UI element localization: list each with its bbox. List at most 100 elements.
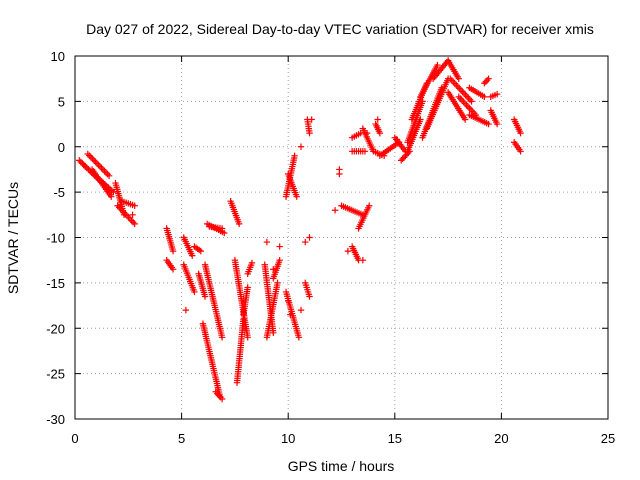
data-point-s2-8 bbox=[96, 163, 104, 170]
data-point-s27-19 bbox=[291, 152, 298, 160]
data-points bbox=[76, 57, 524, 403]
data-point-s50-13 bbox=[466, 96, 474, 103]
data-point-s16-6 bbox=[218, 225, 226, 232]
x-axis-label: GPS time / hours bbox=[288, 458, 395, 474]
data-point-s26-21 bbox=[295, 334, 303, 341]
data-point-s55-0 bbox=[481, 80, 488, 87]
data-point-s59-5 bbox=[517, 148, 524, 155]
data-point-i16 bbox=[270, 266, 277, 273]
data-point-s53-10 bbox=[485, 120, 492, 128]
axis-ticks bbox=[74, 55, 609, 420]
data-point-s50-14 bbox=[468, 98, 475, 105]
data-point-i0 bbox=[129, 211, 136, 219]
y-tick-label-2: 0 bbox=[58, 140, 65, 155]
data-point-i10 bbox=[336, 166, 343, 173]
data-point-s2-0 bbox=[84, 150, 91, 158]
data-point-s50-8 bbox=[459, 88, 466, 95]
y-tick-label-0: 10 bbox=[51, 49, 65, 64]
data-point-s35-6 bbox=[361, 148, 369, 155]
data-point-i5 bbox=[302, 238, 309, 246]
y-axis-label: SDTVAR / TECUs bbox=[5, 182, 21, 294]
data-point-s25-9 bbox=[276, 256, 283, 264]
data-point-s41-2 bbox=[400, 154, 408, 161]
data-point-s45-16 bbox=[434, 61, 441, 69]
data-point-s17-4 bbox=[218, 395, 226, 403]
chart-title: Day 027 of 2022, Sidereal Day-to-day VTE… bbox=[86, 21, 594, 37]
data-point-s50-6 bbox=[456, 85, 463, 92]
data-point-s0-2 bbox=[79, 160, 86, 167]
data-point-s14-34 bbox=[218, 334, 226, 341]
y-tick-label-5: -15 bbox=[46, 276, 65, 291]
data-point-s58-7 bbox=[517, 129, 524, 137]
data-point-s50-12 bbox=[465, 94, 472, 102]
data-point-s8-5 bbox=[169, 266, 177, 273]
data-point-s55-2 bbox=[483, 77, 491, 84]
data-point-s51-15 bbox=[461, 116, 469, 123]
data-point-s2-14 bbox=[105, 172, 113, 179]
data-point-i4 bbox=[297, 306, 305, 314]
data-point-s12-11 bbox=[201, 293, 209, 300]
y-tick-label-1: 5 bbox=[58, 94, 65, 109]
data-point-s2-10 bbox=[99, 166, 107, 173]
x-tick-label-0: 0 bbox=[71, 431, 78, 446]
data-point-s2-9 bbox=[98, 164, 105, 172]
data-point-i17 bbox=[287, 311, 294, 318]
x-tick-labels: 0 5 10 15 20 25 bbox=[71, 431, 615, 446]
data-point-s1-18 bbox=[110, 188, 117, 196]
data-point-s49-10 bbox=[455, 75, 462, 82]
data-point-i3 bbox=[285, 297, 292, 305]
data-point-s56-7 bbox=[493, 120, 501, 128]
data-point-s37-5 bbox=[376, 129, 384, 137]
data-point-s50-3 bbox=[451, 80, 459, 87]
data-point-i2 bbox=[276, 243, 283, 250]
data-point-s19-36 bbox=[244, 334, 251, 341]
data-point-s41-4 bbox=[403, 151, 411, 158]
data-point-s50-7 bbox=[457, 86, 465, 94]
data-point-s18-11 bbox=[235, 220, 243, 228]
data-point-s41-1 bbox=[399, 155, 406, 163]
data-point-s2-1 bbox=[86, 152, 93, 159]
data-point-s2-2 bbox=[87, 153, 95, 161]
data-point-i7 bbox=[308, 116, 315, 123]
x-tick-label-4: 20 bbox=[494, 431, 508, 446]
y-tick-label-8: -30 bbox=[46, 412, 65, 427]
data-point-i13 bbox=[374, 116, 381, 123]
y-tick-label-4: -10 bbox=[46, 231, 65, 246]
data-point-s55-1 bbox=[482, 78, 489, 85]
x-tick-label-2: 10 bbox=[281, 431, 295, 446]
data-point-s33-11 bbox=[366, 202, 373, 209]
data-point-s0-0 bbox=[76, 157, 83, 164]
data-point-s2-3 bbox=[89, 155, 96, 162]
data-point-s41-0 bbox=[397, 157, 405, 164]
plot-frame bbox=[74, 55, 609, 420]
data-point-s28-11 bbox=[293, 193, 300, 200]
data-point-s50-4 bbox=[453, 81, 460, 89]
data-point-s2-4 bbox=[90, 157, 98, 164]
x-tick-label-5: 25 bbox=[601, 431, 615, 446]
data-point-s22-5 bbox=[248, 259, 256, 267]
data-point-s29-6 bbox=[306, 293, 313, 300]
data-point-s11-4 bbox=[197, 247, 204, 255]
data-point-s15-9 bbox=[221, 229, 228, 237]
data-point-s2-12 bbox=[102, 169, 110, 176]
data-point-i19 bbox=[393, 136, 401, 143]
data-point-s23-31 bbox=[270, 329, 277, 336]
data-point-s50-10 bbox=[462, 91, 469, 99]
data-point-s9-9 bbox=[189, 252, 196, 259]
data-point-s57-3 bbox=[493, 90, 501, 98]
data-point-s3-15 bbox=[108, 193, 115, 200]
data-point-i15 bbox=[297, 143, 305, 150]
data-point-s2-6 bbox=[93, 160, 101, 167]
x-tick-label-1: 5 bbox=[178, 431, 185, 446]
data-point-i18 bbox=[344, 247, 352, 255]
data-point-s6-6 bbox=[131, 202, 138, 209]
data-point-s50-9 bbox=[460, 90, 468, 97]
data-point-i14 bbox=[263, 238, 271, 246]
data-point-s21-13 bbox=[244, 284, 251, 291]
data-point-s24-25 bbox=[274, 279, 281, 287]
data-point-s2-7 bbox=[95, 161, 102, 169]
grid bbox=[75, 56, 608, 419]
data-point-s5-11 bbox=[131, 220, 138, 228]
data-point-s2-5 bbox=[92, 158, 99, 165]
